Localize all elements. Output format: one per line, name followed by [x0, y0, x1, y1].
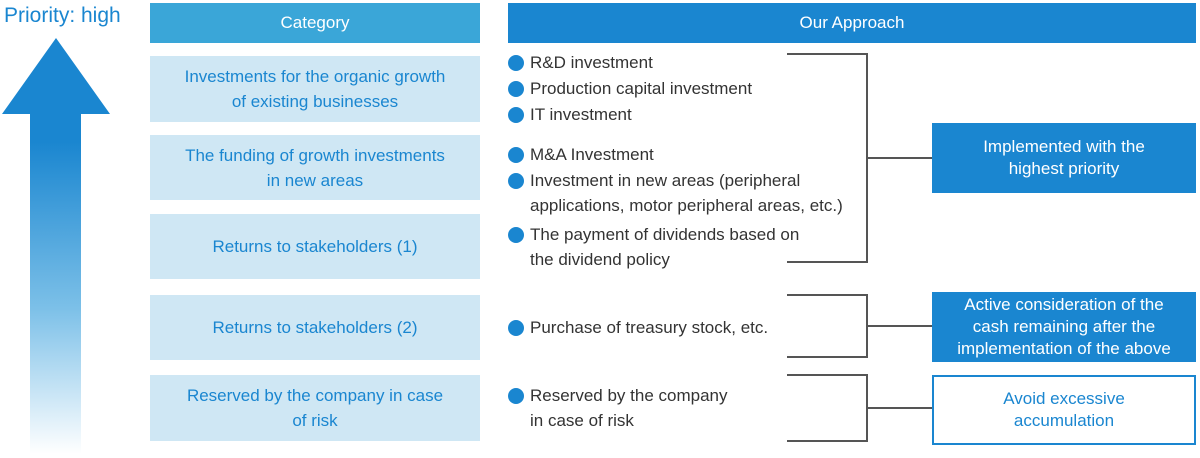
outcome-line: Avoid excessive: [1003, 389, 1125, 408]
approach-item-text: Purchase of treasury stock, etc.: [530, 318, 769, 337]
outcome-highest-priority: Implemented with the highest priority: [932, 123, 1196, 193]
outcome-line: accumulation: [1013, 411, 1115, 430]
approach-header: Our Approach: [508, 3, 1196, 43]
category-line: in new areas: [266, 170, 364, 190]
category-line: Returns to stakeholders (1): [212, 237, 418, 256]
bracket-bottom: [787, 374, 868, 442]
approach-item-text: M&A Investment: [530, 145, 654, 164]
bullet-icon: [508, 147, 524, 163]
bullet-icon: [508, 227, 524, 243]
priority-label: Priority: high: [4, 4, 121, 27]
category-box-new-areas: The funding of growth investments in new…: [150, 135, 480, 200]
bullet-icon: [508, 388, 524, 404]
approach-item-text: in case of risk: [530, 411, 634, 430]
approach-item-production: Production capital investment: [508, 76, 752, 101]
category-header: Category: [150, 3, 480, 43]
category-header-label: Category: [280, 13, 350, 32]
approach-item-risk-reserve: Reserved by the company in case of risk: [508, 383, 728, 433]
outcome-line: highest priority: [1008, 159, 1120, 178]
approach-item-ma: M&A Investment: [508, 142, 654, 167]
approach-item-text: Reserved by the company: [530, 386, 728, 405]
outcome-line: Implemented with the: [983, 137, 1145, 156]
category-line: The funding of growth investments: [185, 145, 445, 165]
category-line: of existing businesses: [231, 92, 399, 111]
category-box-returns-1: Returns to stakeholders (1): [150, 214, 480, 279]
category-box-risk-reserve: Reserved by the company in case of risk: [150, 375, 480, 441]
priority-up-arrow-icon: [2, 38, 110, 454]
approach-item-rd: R&D investment: [508, 50, 653, 75]
approach-item-text: Investment in new areas (peripheral: [530, 171, 801, 190]
outcome-line: cash remaining after the: [972, 317, 1156, 336]
bullet-icon: [508, 81, 524, 97]
approach-item-text: Production capital investment: [530, 79, 753, 98]
approach-item-new-areas: Investment in new areas (peripheral appl…: [508, 168, 843, 218]
bullet-icon: [508, 173, 524, 189]
outcome-line: implementation of the above: [957, 339, 1171, 358]
category-box-organic-growth: Investments for the organic growth of ex…: [150, 56, 480, 122]
approach-item-it: IT investment: [508, 102, 632, 127]
bullet-icon: [508, 107, 524, 123]
bullet-icon: [508, 55, 524, 71]
approach-header-label: Our Approach: [799, 13, 905, 32]
bullet-icon: [508, 320, 524, 336]
approach-item-text: IT investment: [530, 105, 632, 124]
approach-item-dividends: The payment of dividends based on the di…: [508, 222, 799, 272]
approach-item-text: The payment of dividends based on: [530, 225, 800, 244]
approach-item-text: applications, motor peripheral areas, et…: [530, 196, 843, 215]
category-line: Reserved by the company in case: [186, 386, 444, 405]
category-line: Returns to stakeholders (2): [212, 318, 418, 337]
outcome-line: Active consideration of the: [964, 295, 1164, 314]
approach-item-treasury-stock: Purchase of treasury stock, etc.: [508, 315, 768, 340]
category-box-returns-2: Returns to stakeholders (2): [150, 295, 480, 360]
approach-item-text: R&D investment: [530, 53, 653, 72]
outcome-active-consideration: Active consideration of the cash remaini…: [932, 292, 1196, 362]
category-line: Investments for the organic growth: [184, 67, 446, 86]
outcome-avoid-accumulation: Avoid excessive accumulation: [932, 375, 1196, 445]
category-line: of risk: [292, 411, 338, 430]
bracket-middle: [787, 294, 868, 358]
approach-item-text: the dividend policy: [530, 250, 670, 269]
